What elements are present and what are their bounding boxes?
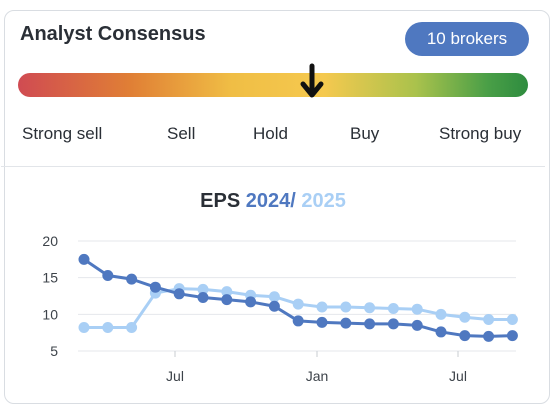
data-point-2024 [245,296,257,308]
data-point-2024 [364,318,376,330]
data-point-2024 [483,330,495,342]
eps-title-year-2025: 2025 [301,190,346,212]
data-point-2025 [316,301,328,313]
data-point-2024 [459,330,471,342]
eps-title-separator: / [290,190,296,212]
data-point-2024 [316,316,328,328]
data-point-2025 [459,311,471,323]
data-point-2024 [149,281,161,293]
data-point-2024 [173,288,185,300]
scale-label-strong-buy: Strong buy [439,124,522,143]
card-title: Analyst Consensus [20,23,206,45]
data-point-2024 [197,291,209,303]
eps-title-year-2024: 2024 [245,190,291,212]
eps-chart-title: EPS 2024/ 2025 [0,190,546,213]
data-point-2025 [411,303,423,315]
scale-label-sell: Sell [167,124,196,143]
eps-title-prefix: EPS [200,190,241,212]
data-point-2024 [126,273,138,285]
data-point-2024 [387,318,399,330]
data-point-2025 [435,308,447,320]
data-point-2025 [197,283,209,295]
data-point-2024 [292,315,304,327]
data-point-2025 [102,322,114,334]
data-point-2025 [387,302,399,314]
data-point-2024 [221,294,233,306]
data-point-2025 [221,286,233,298]
data-point-2024 [435,326,447,338]
scale-label-hold: Hold [253,124,288,143]
data-point-2025 [340,301,352,313]
data-point-2025 [292,298,304,310]
data-point-2025 [364,302,376,314]
brokers-button[interactable]: 10 brokers [405,22,529,56]
y-tick-label: 20 [42,233,58,249]
data-point-2024 [340,317,352,329]
data-point-2024 [102,269,114,281]
section-divider [1,166,545,167]
scale-label-buy: Buy [350,124,380,143]
data-point-2024 [78,253,90,265]
y-tick-label: 5 [50,343,58,359]
data-point-2024 [411,319,423,331]
data-point-2025 [506,313,518,325]
data-point-2024 [506,330,518,342]
consensus-gauge-bar [18,73,528,97]
arrow-down-icon [300,63,324,98]
scale-label-strong-sell: Strong sell [22,124,103,143]
data-point-2025 [78,322,90,334]
data-point-2025 [126,322,138,334]
x-tick-label: Jul [166,368,184,384]
x-tick-label: Jul [449,368,467,384]
data-point-2025 [483,313,495,325]
x-tick-label: Jan [306,368,329,384]
data-point-2025 [268,291,280,303]
data-point-2024 [268,300,280,312]
y-tick-label: 15 [42,270,58,286]
y-tick-label: 10 [42,306,58,322]
